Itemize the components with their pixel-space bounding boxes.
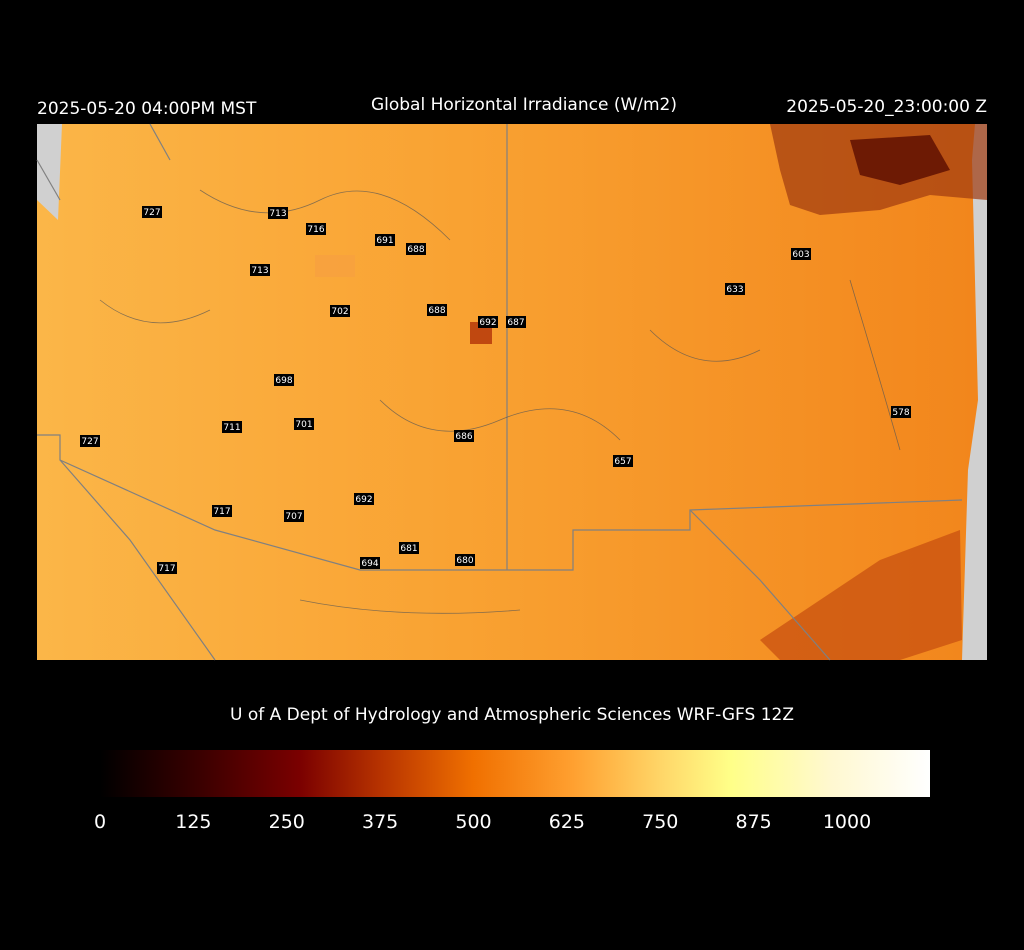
station-value: 701 (295, 420, 312, 430)
station-value: 603 (792, 250, 809, 260)
station-box (506, 316, 526, 328)
station-box (478, 316, 498, 328)
station-value: 717 (213, 507, 230, 517)
colorbar-tick-label: 125 (175, 811, 211, 833)
station-box (791, 248, 811, 260)
station-box (222, 421, 242, 433)
station-value: 688 (428, 306, 445, 316)
station-value: 713 (251, 266, 268, 276)
colorbar-tick-label: 875 (735, 811, 771, 833)
station-box (80, 435, 100, 447)
station-value: 716 (307, 225, 324, 235)
station-value: 698 (275, 376, 292, 386)
colorbar-ticks: 0 125 250 375 500 625 750 875 1000 (94, 811, 871, 833)
colorbar-tick-label: 625 (549, 811, 585, 833)
station-box (157, 562, 177, 574)
colorbar-tick-label: 500 (455, 811, 491, 833)
station-box (354, 493, 374, 505)
map-title: Global Horizontal Irradiance (W/m2) (371, 95, 677, 115)
map (36, 123, 987, 661)
station-box (330, 305, 350, 317)
station-box (212, 505, 232, 517)
valid-utc: 2025-05-20_23:00:00 Z (786, 97, 987, 117)
station-value: 686 (455, 432, 472, 442)
station-value: 727 (81, 437, 98, 447)
credit: U of A Dept of Hydrology and Atmospheric… (230, 705, 794, 725)
station-box (250, 264, 270, 276)
station-value: 717 (158, 564, 175, 574)
station-box (399, 542, 419, 554)
station-value: 680 (456, 556, 473, 566)
colorbar (100, 750, 930, 797)
station-value: 691 (376, 236, 393, 246)
station-box (375, 234, 395, 246)
station-labels: 727 713 716 691 688 713 603 633 702 688 692 687 698 5… (80, 206, 911, 574)
station-box (142, 206, 162, 218)
station-box (455, 554, 475, 566)
station-box (891, 406, 911, 418)
station-value: 692 (479, 318, 496, 328)
station-box (613, 455, 633, 467)
station-box (284, 510, 304, 522)
station-box (427, 304, 447, 316)
station-box (454, 430, 474, 442)
station-value: 692 (355, 495, 372, 505)
colorbar-tick-label: 1000 (823, 811, 871, 833)
colorbar-tick-label: 750 (642, 811, 678, 833)
station-value: 694 (361, 559, 378, 569)
station-value: 727 (143, 208, 160, 218)
station-box (725, 283, 745, 295)
station-value: 702 (331, 307, 348, 317)
station-box (274, 374, 294, 386)
station-box (306, 223, 326, 235)
station-value: 711 (223, 423, 240, 433)
colorbar-tick-label: 0 (94, 811, 106, 833)
station-value: 657 (614, 457, 631, 467)
colorbar-tick-label: 375 (362, 811, 398, 833)
station-box (406, 243, 426, 255)
station-value: 687 (507, 318, 524, 328)
colorbar-tick-label: 250 (269, 811, 305, 833)
station-value: 633 (726, 285, 743, 295)
station-value: 681 (400, 544, 417, 554)
station-box (268, 207, 288, 219)
valid-local: 2025-05-20 04:00PM MST (37, 99, 257, 119)
station-value: 707 (285, 512, 302, 522)
station-box (294, 418, 314, 430)
station-box (360, 557, 380, 569)
station-value: 688 (407, 245, 424, 255)
station-value: 578 (892, 408, 909, 418)
station-value: 713 (269, 209, 286, 219)
